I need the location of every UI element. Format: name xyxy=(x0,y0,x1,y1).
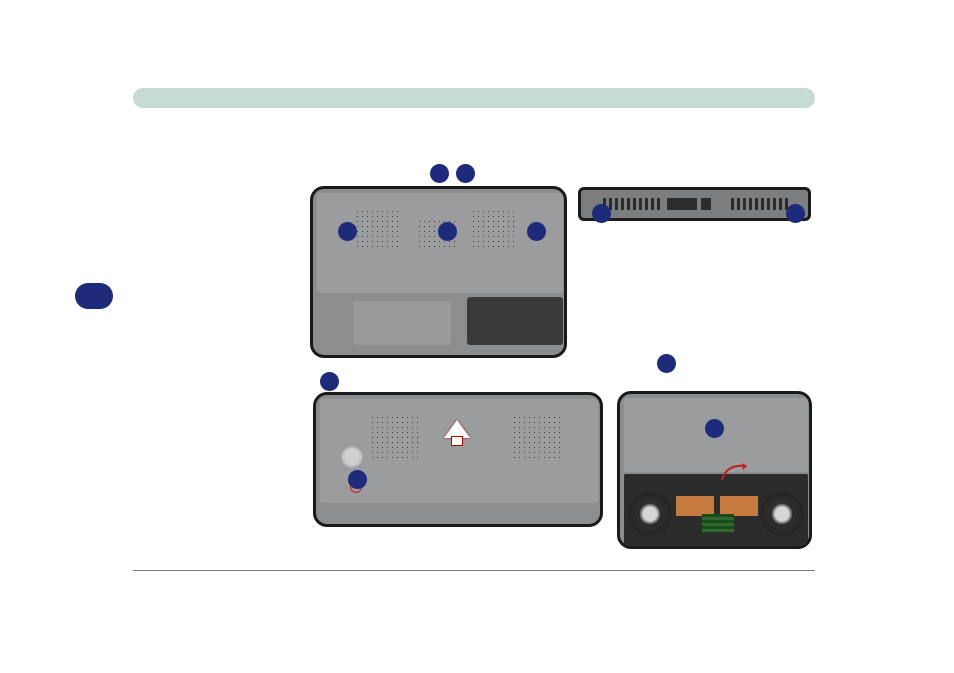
side-margin-label xyxy=(75,283,113,309)
small-cover xyxy=(353,301,451,345)
callout-dot xyxy=(527,222,546,241)
fan-left xyxy=(628,492,672,536)
rear-port-1 xyxy=(667,198,697,210)
callout-dot xyxy=(786,204,805,223)
callout-dot xyxy=(430,164,449,183)
vent-right-3 xyxy=(512,415,562,459)
heatpipe-1 xyxy=(676,496,714,516)
footer-separator xyxy=(133,570,815,571)
callout-dot xyxy=(348,470,367,489)
battery-bay xyxy=(467,297,563,345)
ram-slot xyxy=(702,514,734,532)
callout-dot xyxy=(338,222,357,241)
vent-right xyxy=(471,209,517,249)
subwoofer-disc xyxy=(340,445,364,469)
vent-left xyxy=(355,209,399,249)
callout-dot xyxy=(456,164,475,183)
rear-port-2 xyxy=(701,198,711,210)
page xyxy=(0,0,954,673)
vent-left-3 xyxy=(370,415,420,459)
rear-vent-right xyxy=(731,198,789,210)
figure-rear-edge xyxy=(578,187,811,221)
rear-vent-left xyxy=(603,198,661,210)
figure-interior xyxy=(617,391,812,549)
fan-right xyxy=(760,492,804,536)
heatpipe-2 xyxy=(720,496,758,516)
callout-dot xyxy=(657,354,676,373)
header-bar xyxy=(133,88,815,108)
callout-dot xyxy=(438,222,457,241)
callout-dot xyxy=(320,372,339,391)
callout-dot xyxy=(705,419,724,438)
callout-dot xyxy=(592,204,611,223)
figure-cover-remove xyxy=(313,392,603,527)
cable-curve xyxy=(720,462,748,482)
figure-bottom-cover xyxy=(310,186,567,358)
